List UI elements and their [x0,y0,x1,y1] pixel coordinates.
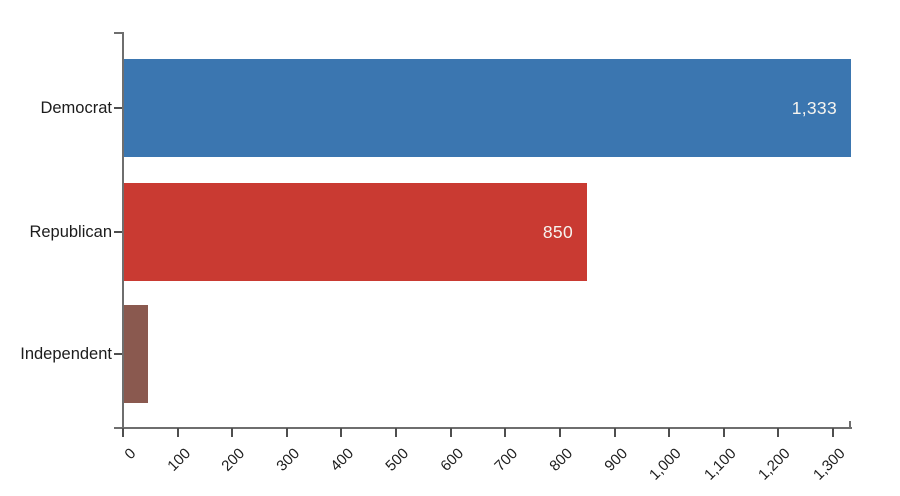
x-tick-label: 1,200 [755,445,795,484]
bar-republican: 850 [123,183,587,281]
x-tick-label: 900 [601,445,632,475]
y-tick [114,107,122,109]
x-tick [450,428,452,437]
x-tick [286,428,288,437]
x-tick [614,428,616,437]
x-tick-label: 500 [382,445,413,475]
x-tick-label: 1,300 [810,445,850,484]
x-tick-label: 800 [546,445,577,475]
category-label-independent: Independent [20,345,112,363]
x-tick-label: 200 [218,445,249,475]
x-tick [777,428,779,437]
x-tick-label: 1,100 [701,445,741,484]
x-tick [504,428,506,437]
y-tick [114,353,122,355]
x-axis-end-cap [849,421,851,429]
bar-value-label: 850 [542,221,573,242]
x-tick-label: 0 [121,445,140,463]
bar-democrat: 1,333 [123,59,851,157]
x-tick [231,428,233,437]
x-tick [668,428,670,437]
x-tick [122,428,124,437]
x-tick [395,428,397,437]
x-tick-label: 300 [273,445,304,475]
y-axis-top-cap [114,32,124,34]
y-tick [114,231,122,233]
x-tick-label: 700 [491,445,522,475]
x-tick-label: 100 [164,445,195,475]
x-tick-label: 1,000 [646,445,686,484]
x-tick [340,428,342,437]
x-tick [723,428,725,437]
category-label-republican: Republican [29,223,112,241]
x-tick-label: 600 [437,445,468,475]
x-tick-label: 400 [327,445,358,475]
x-axis-line [114,427,852,429]
y-axis-line [122,32,124,437]
x-tick [177,428,179,437]
x-tick [832,428,834,437]
bar-independent [123,305,148,403]
bar-value-label: 1,333 [791,97,837,118]
category-label-democrat: Democrat [40,99,112,117]
x-tick [559,428,561,437]
